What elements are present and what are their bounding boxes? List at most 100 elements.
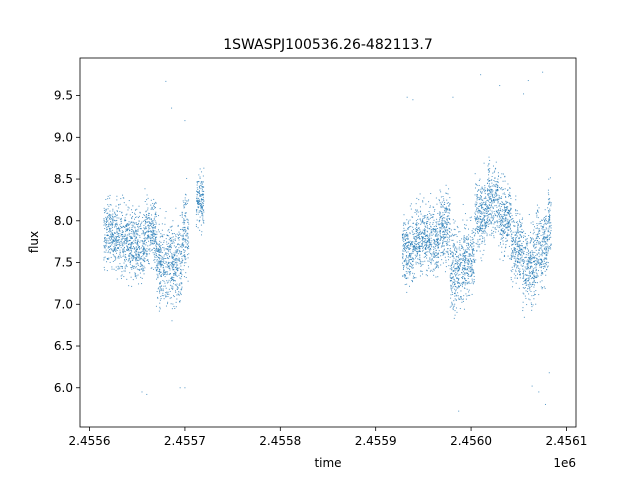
data-point	[472, 250, 474, 252]
data-point	[467, 262, 469, 264]
data-point	[198, 191, 200, 193]
data-point	[131, 221, 133, 223]
data-point	[484, 204, 486, 206]
data-point	[105, 251, 107, 253]
data-point	[136, 233, 138, 235]
data-point	[161, 229, 163, 231]
data-point	[178, 284, 180, 286]
data-point	[156, 278, 158, 280]
data-point	[429, 233, 431, 235]
data-point	[455, 274, 457, 276]
data-point	[442, 224, 444, 226]
data-point	[115, 249, 117, 251]
data-point	[433, 256, 435, 258]
data-point	[123, 250, 125, 252]
data-point	[498, 215, 500, 217]
data-point	[538, 232, 540, 234]
data-point	[456, 235, 458, 237]
data-point	[131, 285, 133, 287]
data-point	[116, 228, 118, 230]
data-point	[181, 228, 183, 230]
data-point	[114, 256, 116, 258]
data-point	[503, 225, 505, 227]
data-point	[131, 237, 133, 239]
data-point	[111, 233, 113, 235]
data-point	[441, 219, 443, 221]
data-point	[516, 242, 518, 244]
data-point	[414, 246, 416, 248]
data-point	[165, 295, 167, 297]
data-point	[146, 230, 148, 232]
data-point	[510, 197, 512, 199]
data-point	[535, 246, 537, 248]
data-point	[472, 231, 474, 233]
data-point	[529, 276, 531, 277]
data-point	[441, 224, 443, 226]
data-point	[163, 247, 165, 249]
data-point	[134, 275, 136, 277]
data-point	[403, 260, 405, 262]
data-point	[108, 258, 110, 260]
data-point	[185, 242, 187, 244]
data-point	[528, 272, 530, 274]
data-point	[489, 198, 491, 200]
data-point	[444, 207, 446, 209]
data-point	[441, 237, 443, 239]
data-point	[149, 217, 151, 219]
data-point	[502, 233, 504, 235]
data-point	[501, 251, 503, 253]
data-point	[521, 245, 523, 247]
data-point	[512, 238, 514, 240]
data-point	[410, 271, 412, 273]
data-point	[177, 250, 179, 252]
data-point	[407, 262, 409, 264]
data-point	[416, 255, 418, 257]
data-point	[124, 235, 126, 237]
data-point	[454, 298, 456, 300]
data-point	[404, 222, 406, 224]
data-point	[446, 244, 448, 246]
data-point	[541, 219, 543, 221]
data-point	[544, 230, 546, 232]
data-point	[517, 242, 519, 244]
data-point	[525, 297, 527, 299]
data-point	[455, 307, 457, 309]
data-point	[503, 255, 505, 257]
data-point	[517, 229, 519, 231]
data-point	[159, 251, 161, 253]
data-point	[477, 229, 479, 231]
data-point	[176, 252, 178, 254]
data-point	[418, 234, 420, 236]
data-point	[146, 218, 148, 220]
data-point	[418, 236, 420, 238]
data-point	[458, 282, 460, 284]
data-point	[504, 220, 506, 222]
data-point	[142, 220, 144, 222]
data-point	[486, 182, 488, 184]
data-point	[474, 194, 476, 196]
data-point	[110, 227, 112, 229]
data-point	[118, 241, 120, 243]
data-point	[141, 283, 143, 285]
data-point	[147, 224, 149, 226]
data-point	[531, 271, 533, 273]
data-point	[171, 257, 173, 259]
data-point	[541, 244, 543, 246]
data-point	[123, 237, 125, 239]
data-point	[514, 260, 516, 262]
data-point	[160, 241, 162, 243]
data-point	[440, 237, 442, 239]
data-point	[142, 245, 144, 247]
data-point	[464, 250, 466, 252]
data-point	[173, 239, 175, 241]
data-point	[184, 228, 186, 230]
data-point	[138, 225, 140, 227]
data-point	[183, 232, 185, 234]
data-point	[515, 240, 517, 242]
data-point	[414, 240, 416, 242]
data-point	[521, 243, 523, 245]
data-point	[176, 275, 178, 277]
data-point	[105, 209, 107, 211]
data-point	[127, 249, 129, 251]
data-point	[413, 248, 415, 250]
